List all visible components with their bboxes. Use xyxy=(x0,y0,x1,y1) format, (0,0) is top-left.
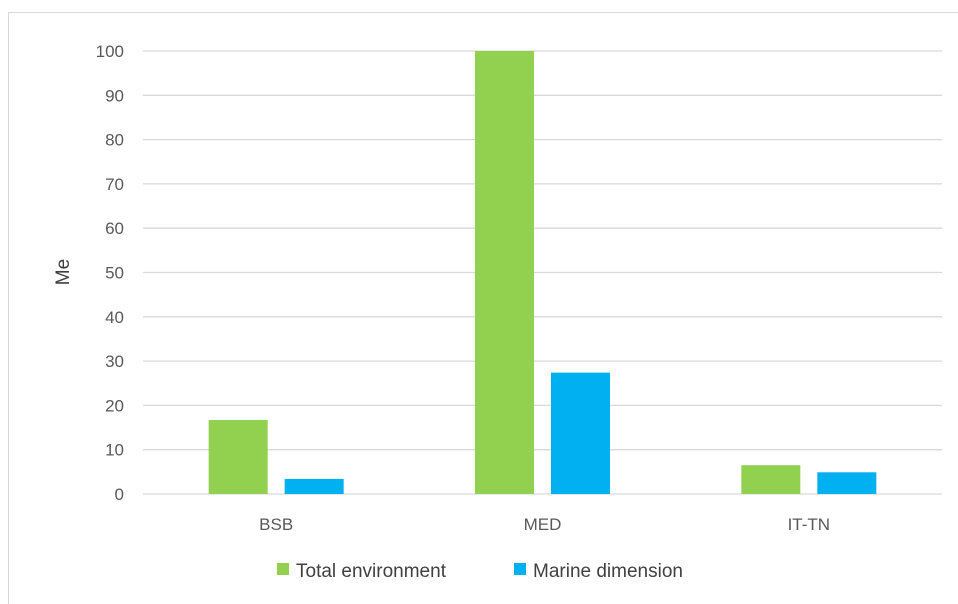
y-tick-label: 50 xyxy=(105,264,124,283)
x-category-label: MED xyxy=(524,515,562,534)
legend-swatch xyxy=(277,563,289,575)
legend-swatch xyxy=(514,563,526,575)
bars xyxy=(208,51,877,494)
y-tick-label: 70 xyxy=(105,175,124,194)
x-category-label: IT-TN xyxy=(788,515,831,534)
bar-bsb-marine-dimension xyxy=(284,478,344,494)
frame-border-top xyxy=(8,12,958,13)
bar-med-marine-dimension xyxy=(551,372,610,494)
y-tick-label: 30 xyxy=(105,352,124,371)
legend: Total environment Marine dimension xyxy=(277,561,683,582)
y-axis-label: Me xyxy=(53,259,74,285)
y-tick-label: 20 xyxy=(105,396,124,415)
y-tick-label: 10 xyxy=(105,441,124,460)
x-axis-categories: BSB MED IT-TN xyxy=(259,515,830,534)
bar-it-tn-total-environment xyxy=(741,465,801,494)
legend-label: Total environment xyxy=(296,561,447,582)
x-category-label: BSB xyxy=(259,515,293,534)
y-tick-label: 60 xyxy=(105,219,124,238)
y-tick-label: 80 xyxy=(105,131,124,150)
y-tick-label: 40 xyxy=(105,308,124,327)
y-tick-label: 0 xyxy=(115,485,124,504)
frame-border-left xyxy=(8,12,9,604)
bar-bsb-total-environment xyxy=(208,420,268,494)
y-tick-label: 90 xyxy=(105,86,124,105)
bar-it-tn-marine-dimension xyxy=(817,472,877,494)
bar-med-total-environment xyxy=(475,51,534,494)
gridlines xyxy=(143,50,942,495)
legend-label: Marine dimension xyxy=(533,561,683,582)
y-tick-label: 100 xyxy=(96,42,124,61)
y-axis-ticks: 0 10 20 30 40 50 60 70 80 90 100 xyxy=(96,42,124,504)
